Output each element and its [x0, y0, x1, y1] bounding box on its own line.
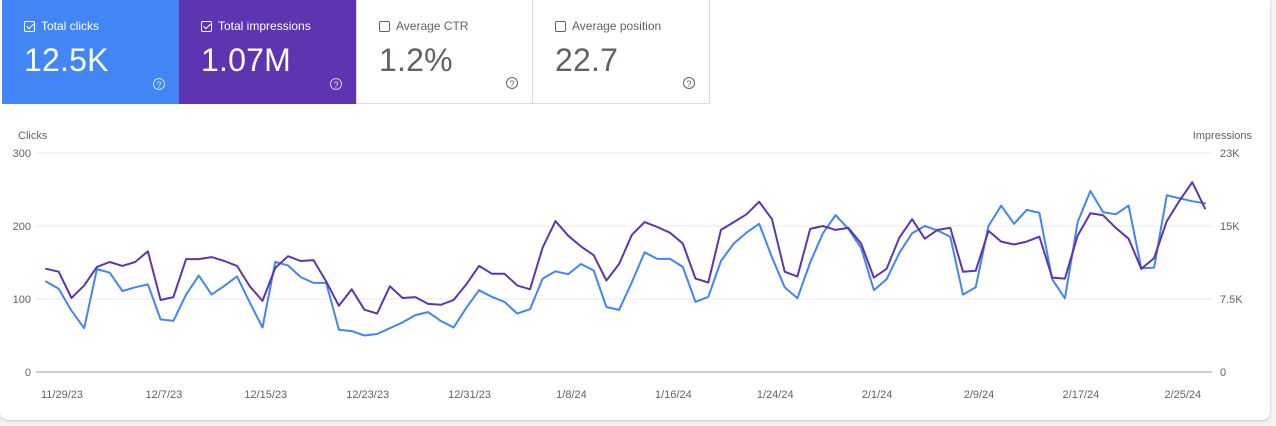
left-axis-label: Clicks [18, 130, 48, 142]
checkbox-icon[interactable] [201, 20, 212, 32]
x-tick-label: 2/9/24 [964, 389, 995, 401]
x-tick-label: 1/24/24 [757, 389, 794, 401]
x-tick-label: 1/16/24 [655, 389, 692, 401]
metric-card-average-position[interactable]: Average position 22.7 ? [533, 0, 710, 104]
x-tick-label: 11/29/23 [41, 389, 83, 401]
metric-label: Total clicks [41, 19, 100, 33]
x-tick-label: 2/25/24 [1164, 389, 1201, 401]
help-icon[interactable]: ? [506, 77, 518, 89]
right-axis-label: Impressions [1193, 130, 1253, 142]
left-tick-label: 100 [13, 294, 31, 306]
metric-value: 1.07M [201, 42, 291, 78]
x-tick-label: 12/31/23 [448, 389, 491, 401]
help-icon[interactable]: ? [683, 77, 695, 89]
metric-cards: Total clicks 12.5K ? Total impressions 1… [2, 0, 710, 104]
x-tick-label: 2/17/24 [1063, 389, 1100, 401]
x-tick-label: 2/1/24 [862, 389, 893, 401]
left-tick-label: 0 [25, 367, 31, 379]
left-tick-label: 200 [13, 221, 31, 233]
metric-card-total-clicks[interactable]: Total clicks 12.5K ? [2, 0, 179, 104]
metric-card-total-impressions[interactable]: Total impressions 1.07M ? [179, 0, 356, 104]
right-tick-label: 7.5K [1220, 294, 1243, 306]
impressions-series-line[interactable] [45, 181, 1206, 315]
x-tick-label: 12/15/23 [244, 389, 287, 401]
metric-label: Total impressions [218, 19, 311, 33]
x-tick-label: 12/23/23 [346, 389, 389, 401]
right-tick-label: 0 [1220, 367, 1226, 379]
right-tick-label: 15K [1220, 221, 1240, 233]
right-tick-label: 23K [1220, 148, 1240, 160]
help-icon[interactable]: ? [330, 78, 342, 90]
metric-card-average-ctr[interactable]: Average CTR 1.2% ? [356, 0, 533, 104]
checkbox-icon[interactable] [24, 20, 35, 32]
left-tick-label: 300 [13, 148, 31, 160]
metric-value: 12.5K [24, 42, 109, 78]
x-tick-label: 1/8/24 [556, 389, 587, 401]
metric-value: 1.2% [379, 42, 453, 78]
metric-label: Average position [572, 19, 662, 33]
help-icon[interactable]: ? [153, 78, 165, 90]
metric-value: 22.7 [555, 42, 619, 78]
clicks-series-line[interactable] [45, 190, 1206, 337]
checkbox-icon[interactable] [379, 20, 390, 32]
metric-label: Average CTR [396, 19, 469, 33]
x-tick-label: 12/7/23 [146, 389, 183, 401]
checkbox-icon[interactable] [555, 20, 566, 32]
